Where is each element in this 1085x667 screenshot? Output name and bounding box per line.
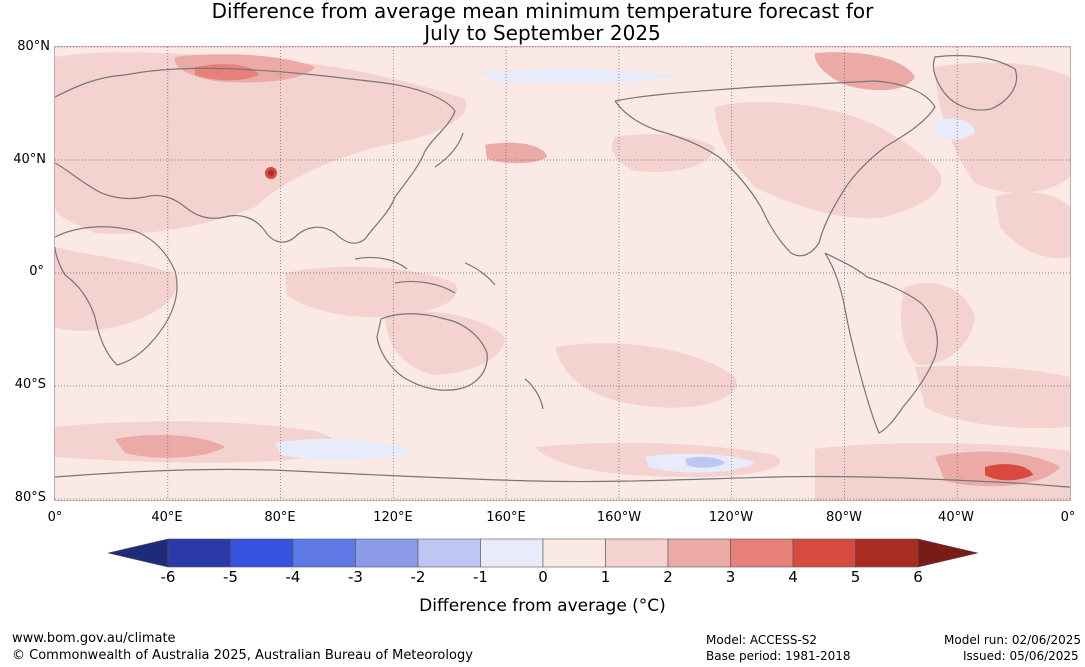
lon-label-0-right: 0°	[1060, 510, 1076, 525]
coastline-new-zealand	[524, 378, 544, 410]
footer-url: www.bom.gov.au/climate	[12, 631, 176, 646]
footer-model: Model: ACCESS-S2	[706, 633, 818, 647]
lon-label-40e: 40°E	[151, 510, 183, 525]
colorbar-bin	[230, 538, 294, 568]
anomaly-patch-africa-atlantic	[55, 247, 177, 331]
colorbar-bin	[667, 538, 731, 568]
coastline-greenland	[932, 54, 1018, 111]
lon-label-160e: 160°E	[486, 510, 526, 525]
colorbar-tick-label: -5	[223, 568, 238, 586]
colorbar-tick-label: 1	[600, 568, 611, 586]
coastline-south-america	[824, 252, 938, 434]
anomaly-spot-himalaya-core	[268, 170, 274, 176]
anomaly-patch-south-atlantic	[915, 365, 1070, 429]
lat-label-40s: 40°S	[14, 377, 46, 392]
lon-label-80w: 80°W	[826, 510, 862, 525]
lon-label-40w: 40°W	[938, 510, 974, 525]
anomaly-patch-labrador-cool	[935, 118, 975, 140]
colorbar-bin	[605, 538, 669, 568]
lon-label-120e: 120°E	[373, 510, 413, 525]
anomaly-patch-arctic-cool	[475, 68, 675, 83]
colorbar-bin	[167, 538, 231, 568]
coastline-north-america	[614, 80, 936, 257]
colorbar-bin	[417, 538, 481, 568]
colorbar-bin	[480, 538, 544, 568]
colorbar-tick-label: 2	[663, 568, 673, 586]
colorbar-tick-label: -3	[348, 568, 363, 586]
lon-label-160w: 160°W	[596, 510, 642, 525]
anomaly-patch-south-america	[901, 283, 975, 366]
colorbar-tick-label: 3	[725, 568, 736, 586]
anomaly-patch-eurasia	[55, 52, 467, 234]
colorbar-tick-label: 6	[913, 568, 923, 586]
colorbar-tick-label: -4	[285, 568, 301, 586]
lat-label-80n: 80°N	[17, 39, 50, 54]
lat-label-0: 0°	[29, 264, 44, 279]
map-svg	[55, 47, 1070, 500]
colorbar-bin	[730, 538, 794, 568]
anomaly-patch-japan-warm	[485, 142, 547, 164]
anomaly-patch-southern-indian-warm	[115, 434, 225, 458]
footer-model-run: Model run: 02/06/2025	[944, 633, 1082, 647]
colorbar-tick-label: 0	[538, 568, 548, 586]
graticule	[55, 47, 1070, 500]
colorbar-bin	[355, 538, 419, 568]
colorbar-tick-label: 4	[788, 568, 798, 586]
anomaly-field	[55, 47, 1070, 500]
colorbar-bin	[542, 538, 606, 568]
colorbar-low-extend	[108, 538, 169, 568]
colorbar-bins	[167, 538, 919, 568]
anomaly-patch-north-america	[715, 102, 942, 219]
lon-label-80e: 80°E	[264, 510, 296, 525]
footer-copyright: © Commonwealth of Australia 2025, Austra…	[12, 648, 473, 663]
coastline-japan	[434, 132, 464, 168]
anomaly-patch-australia	[385, 311, 505, 375]
colorbar-tick-label: -1	[473, 568, 488, 586]
coastline-africa	[55, 226, 178, 366]
colorbar-high-extend	[917, 538, 978, 568]
colorbar-title: Difference from average (°C)	[419, 596, 666, 616]
forecast-map	[54, 46, 1071, 501]
coastline-antarctica	[55, 468, 1070, 488]
anomaly-patch-north-atlantic	[995, 192, 1070, 259]
colorbar-bin	[855, 538, 919, 568]
anomaly-patch-south-pacific	[555, 343, 737, 408]
footer-issued: Issued: 05/06/2025	[963, 649, 1079, 663]
anomaly-patch-antarctic-cool-core	[685, 456, 725, 468]
footer-base-period: Base period: 1981-2018	[706, 649, 851, 663]
colorbar-bin	[792, 538, 856, 568]
lon-label-120w: 120°W	[708, 510, 754, 525]
lat-label-40n: 40°N	[13, 152, 46, 167]
anomaly-patch-canada-warm	[814, 52, 915, 91]
colorbar-tick-label: -6	[160, 568, 176, 586]
colorbar-tick-label: 5	[850, 568, 861, 586]
coastline-maritime-continent	[354, 256, 496, 294]
colorbar-tick-label: -2	[410, 568, 426, 586]
coastline-australia	[376, 313, 488, 391]
anomaly-patch-indian-ocean	[285, 266, 457, 318]
coastlines	[55, 54, 1070, 488]
anomaly-patch-antarctic-cool-1	[275, 438, 415, 460]
lat-label-80s: 80°S	[14, 490, 46, 505]
anomaly-patch-north-pacific	[611, 134, 715, 172]
anomaly-patch-weddell-hot	[985, 464, 1033, 481]
chart-title-line-1: Difference from average mean minimum tem…	[211, 0, 874, 23]
chart-title-line-2: July to September 2025	[424, 21, 661, 45]
colorbar	[108, 538, 978, 568]
coastline-eurasia	[55, 67, 456, 244]
colorbar-bin	[292, 538, 356, 568]
lon-label-0-left: 0°	[47, 510, 63, 525]
